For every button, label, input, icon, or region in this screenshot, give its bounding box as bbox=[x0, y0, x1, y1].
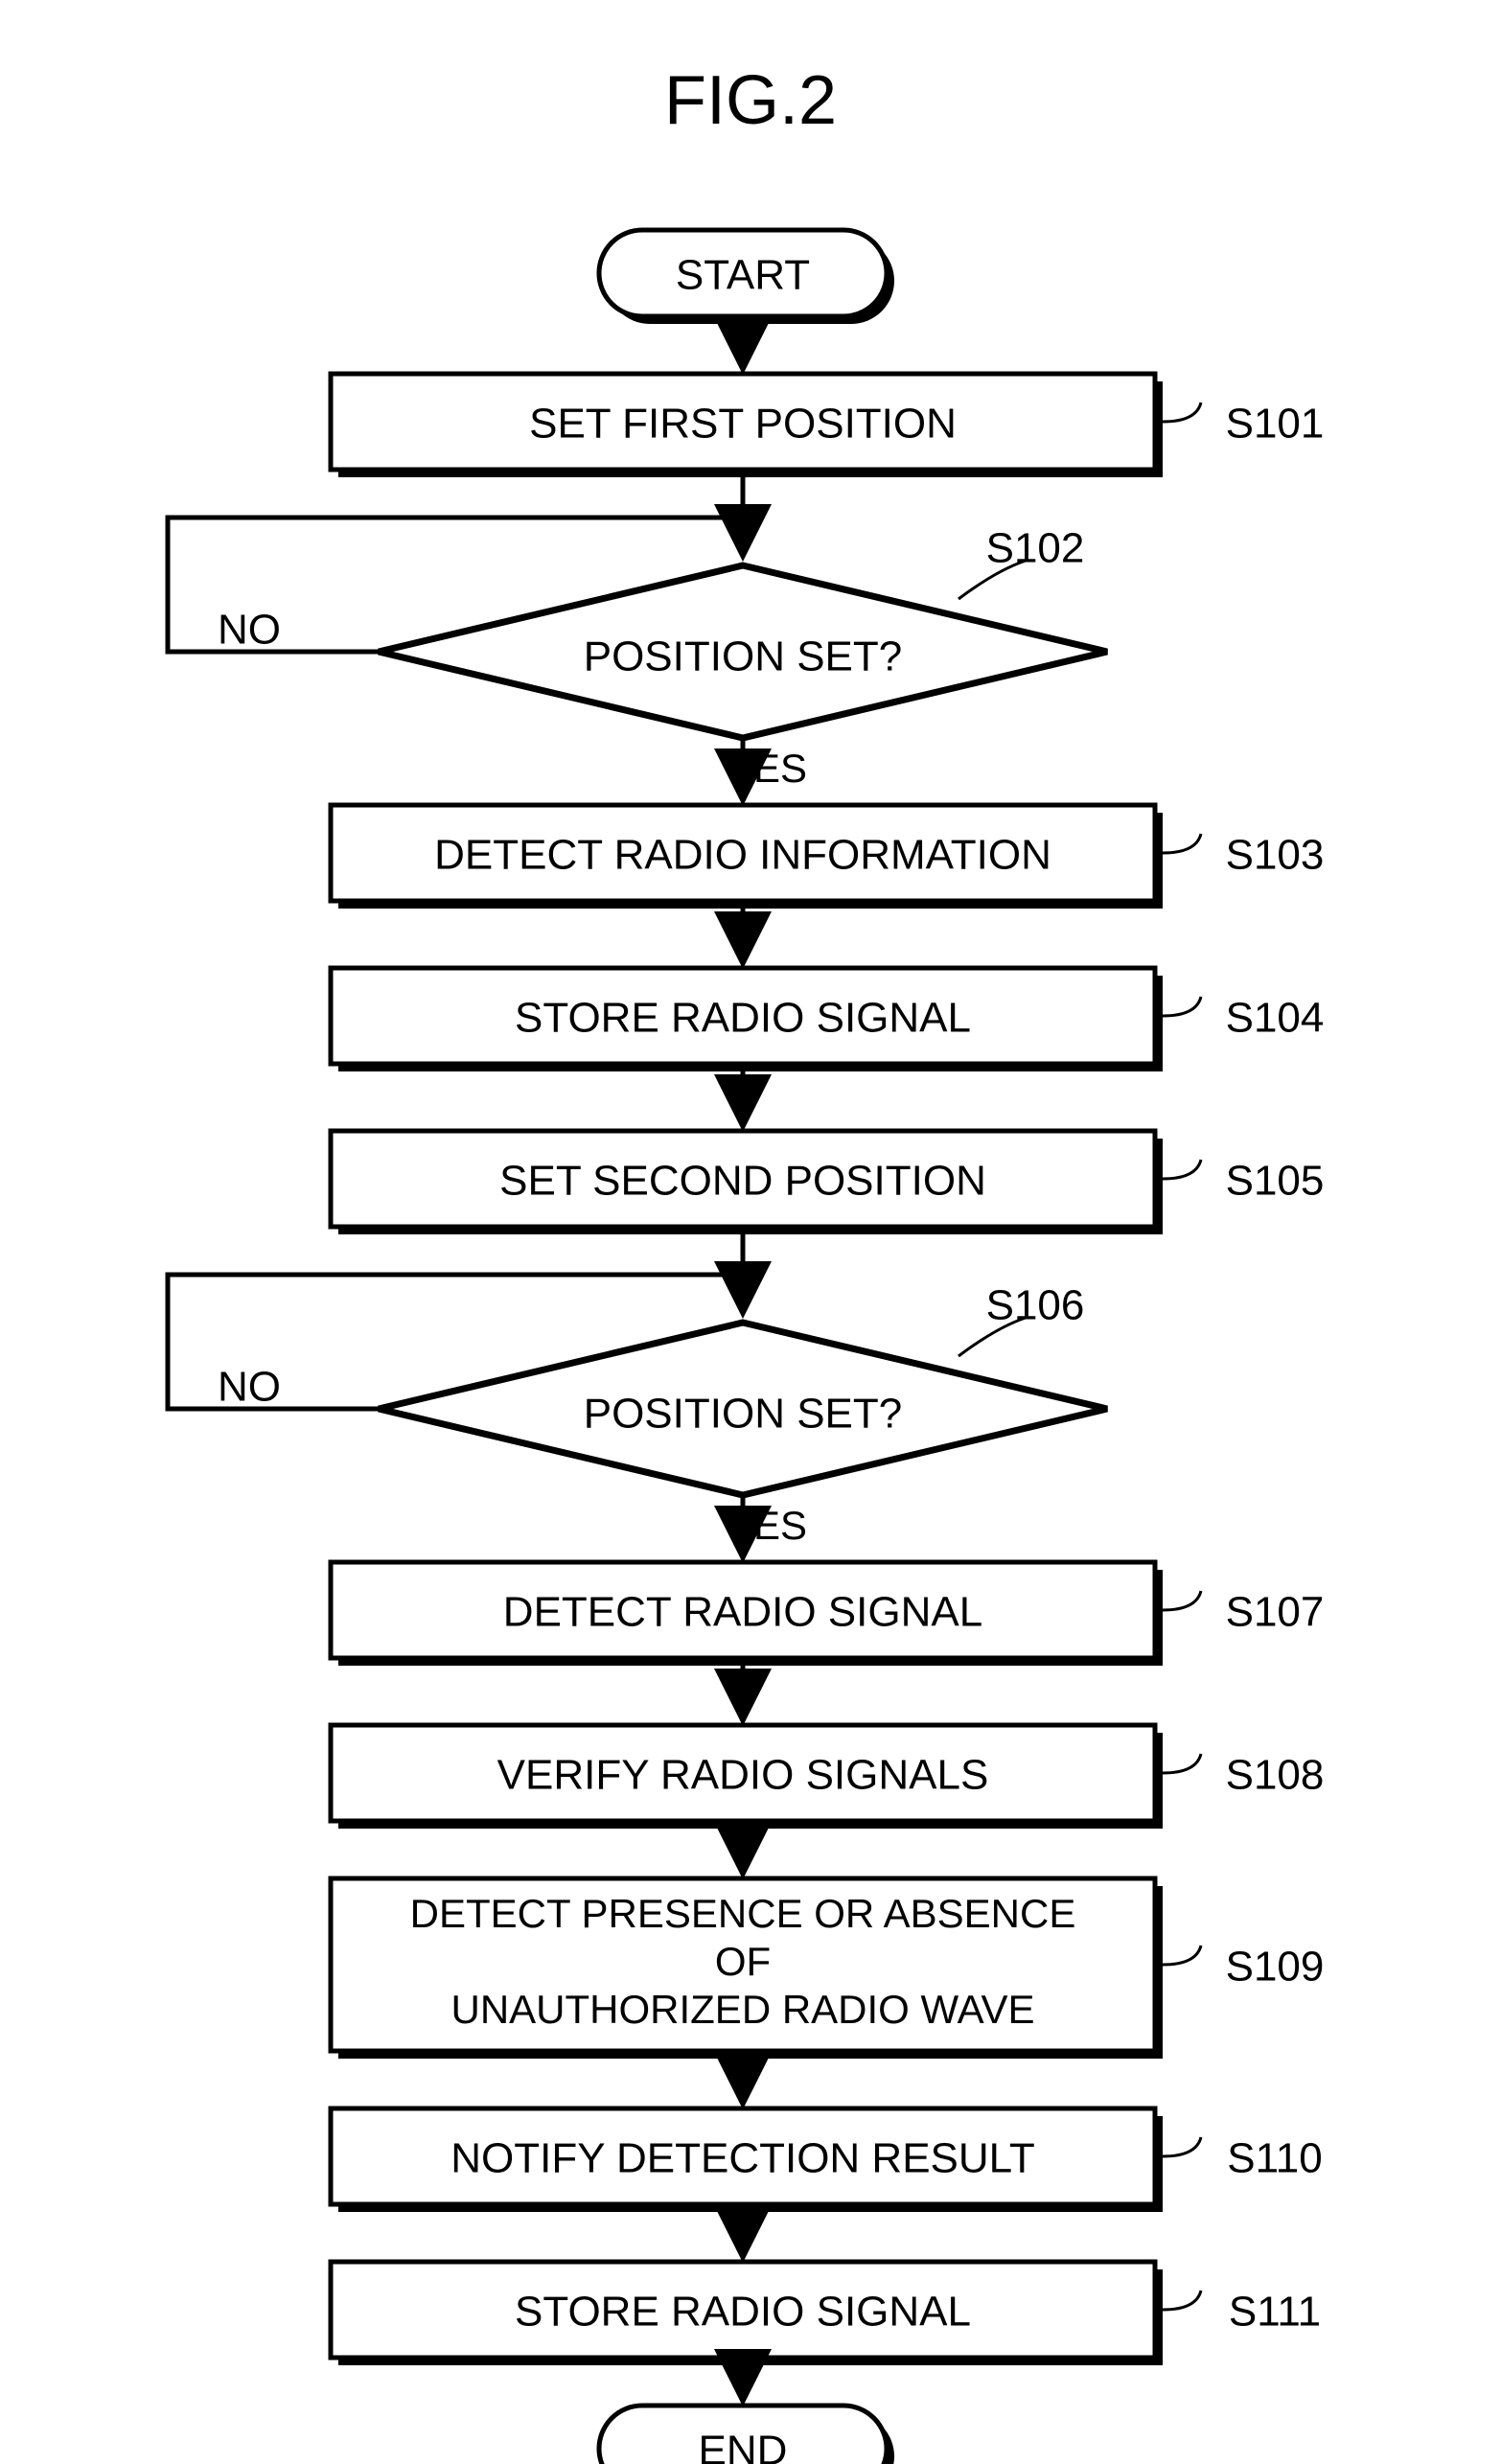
step-s110: NOTIFY DETECTION RESULT S110 bbox=[331, 2108, 1323, 2212]
start-label: START bbox=[676, 252, 810, 299]
s106-tag: S106 bbox=[986, 1282, 1085, 1329]
s110-tag: S110 bbox=[1227, 2135, 1323, 2182]
s105-tag: S105 bbox=[1226, 1158, 1325, 1205]
step-s111: STORE RADIO SIGNAL S111 bbox=[331, 2262, 1321, 2365]
step-s109: DETECT PRESENCE OR ABSENCE OF UNAUTHORIZ… bbox=[331, 1878, 1324, 2059]
s106-text: POSITION SET? bbox=[584, 1391, 903, 1438]
end-label: END bbox=[699, 2428, 788, 2464]
s101-tag: S101 bbox=[1226, 401, 1325, 448]
s102-tag: S102 bbox=[986, 525, 1085, 572]
s104-text: STORE RADIO SIGNAL bbox=[515, 995, 971, 1042]
figure-title: FIG.2 bbox=[664, 62, 837, 139]
s106-no-label: NO bbox=[218, 1364, 281, 1411]
step-s105: SET SECOND POSITION S105 bbox=[331, 1131, 1324, 1234]
step-s108: VERIFY RADIO SIGNALS S108 bbox=[331, 1725, 1324, 1829]
step-s107: DETECT RADIO SIGNAL S107 bbox=[331, 1562, 1324, 1666]
step-s104: STORE RADIO SIGNAL S104 bbox=[331, 968, 1324, 1071]
start-terminator: START bbox=[599, 230, 894, 324]
end-terminator: END bbox=[599, 2406, 894, 2464]
s111-text: STORE RADIO SIGNAL bbox=[515, 2289, 971, 2336]
s111-tag: S111 bbox=[1229, 2289, 1321, 2336]
s106-yes-label: YES bbox=[727, 1503, 807, 1548]
s107-tag: S107 bbox=[1226, 1589, 1325, 1636]
s102-no-label: NO bbox=[218, 607, 281, 654]
s110-text: NOTIFY DETECTION RESULT bbox=[450, 2135, 1035, 2182]
s109-text-line1: DETECT PRESENCE OR ABSENCE bbox=[410, 1891, 1076, 1936]
decision-s106: POSITION SET? S106 bbox=[379, 1282, 1107, 1495]
s102-text: POSITION SET? bbox=[584, 633, 903, 680]
flowchart-svg: FIG.2 START SET FIRST POSITION S101 POSI… bbox=[0, 0, 1501, 2464]
s104-tag: S104 bbox=[1226, 995, 1325, 1042]
decision-s102: POSITION SET? S102 bbox=[379, 525, 1107, 738]
s101-text: SET FIRST POSITION bbox=[529, 401, 957, 448]
s107-text: DETECT RADIO SIGNAL bbox=[503, 1589, 982, 1636]
s105-text: SET SECOND POSITION bbox=[499, 1158, 986, 1205]
s109-text-line2: OF bbox=[715, 1939, 771, 1984]
s109-text-line3: UNAUTHORIZED RADIO WAVE bbox=[450, 1987, 1034, 2032]
s109-tag: S109 bbox=[1226, 1944, 1325, 1991]
s102-yes-label: YES bbox=[727, 746, 807, 791]
s108-text: VERIFY RADIO SIGNALS bbox=[497, 1752, 989, 1799]
s103-text: DETECT RADIO INFORMATION bbox=[434, 832, 1051, 879]
s103-tag: S103 bbox=[1226, 832, 1325, 879]
s108-tag: S108 bbox=[1226, 1752, 1325, 1799]
step-s103: DETECT RADIO INFORMATION S103 bbox=[331, 805, 1324, 909]
step-s101: SET FIRST POSITION S101 bbox=[331, 374, 1324, 477]
